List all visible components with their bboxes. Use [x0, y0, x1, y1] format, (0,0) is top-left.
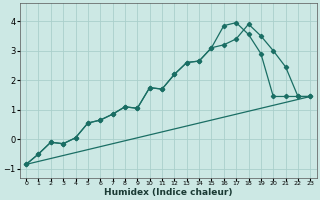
X-axis label: Humidex (Indice chaleur): Humidex (Indice chaleur) [104, 188, 232, 197]
